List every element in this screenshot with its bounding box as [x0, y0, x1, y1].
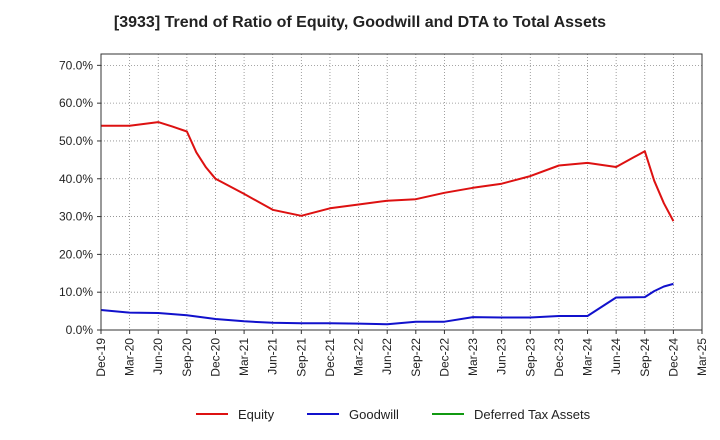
legend-label: Deferred Tax Assets	[474, 407, 591, 422]
legend-label: Equity	[238, 407, 275, 422]
axis-layer: 0.0% 10.0% 20.0% 30.0% 40.0% 50.0% 60.0% 70.0% D…	[59, 53, 709, 377]
x-tick-label: Sep-24	[638, 338, 652, 377]
y-tick-label: 10.0%	[59, 285, 93, 299]
x-tick-label: Sep-21	[294, 338, 308, 377]
x-tick-label: Sep-22	[409, 338, 423, 377]
x-tick-label: Mar-23	[466, 338, 480, 376]
y-tick-label: 0.0%	[66, 323, 94, 337]
grid-layer	[100, 54, 703, 331]
x-tick-label: Jun-20	[151, 338, 165, 375]
series-layer	[100, 121, 675, 326]
x-tick-label: Dec-19	[94, 338, 108, 377]
x-tick-label: Mar-25	[695, 338, 709, 376]
x-tick-label: Sep-20	[180, 338, 194, 377]
x-tick-label: Mar-24	[581, 338, 595, 376]
x-tick-label: Jun-24	[609, 338, 623, 375]
y-tick-label: 20.0%	[59, 247, 93, 261]
x-tick-label: Dec-23	[552, 338, 566, 377]
x-tick-label: Dec-20	[208, 338, 222, 377]
y-tick-label: 60.0%	[59, 96, 93, 110]
x-tick-label: Dec-22	[437, 338, 451, 377]
y-tick-label: 40.0%	[59, 172, 93, 186]
x-tick-label: Mar-22	[352, 338, 366, 376]
series-line-equity	[101, 121, 675, 222]
x-tick-label: Mar-21	[237, 338, 251, 376]
y-tick-label: 30.0%	[59, 210, 93, 224]
x-tick-label: Mar-20	[123, 338, 137, 376]
x-tick-label: Dec-21	[323, 338, 337, 377]
plot-frame	[100, 53, 703, 331]
y-tick-label: 50.0%	[59, 134, 93, 148]
x-tick-label: Jun-21	[266, 338, 280, 375]
x-tick-label: Jun-22	[380, 338, 394, 375]
chart-title: [3933] Trend of Ratio of Equity, Goodwil…	[113, 14, 607, 31]
x-tick-label: Dec-24	[666, 338, 680, 377]
legend: Equity Goodwill Deferred Tax Assets	[196, 407, 591, 422]
y-tick-label: 70.0%	[59, 58, 93, 72]
x-tick-label: Sep-23	[523, 338, 537, 377]
series-line-goodwill	[100, 282, 674, 326]
x-tick-label: Jun-23	[495, 338, 509, 375]
legend-label: Goodwill	[349, 407, 399, 422]
